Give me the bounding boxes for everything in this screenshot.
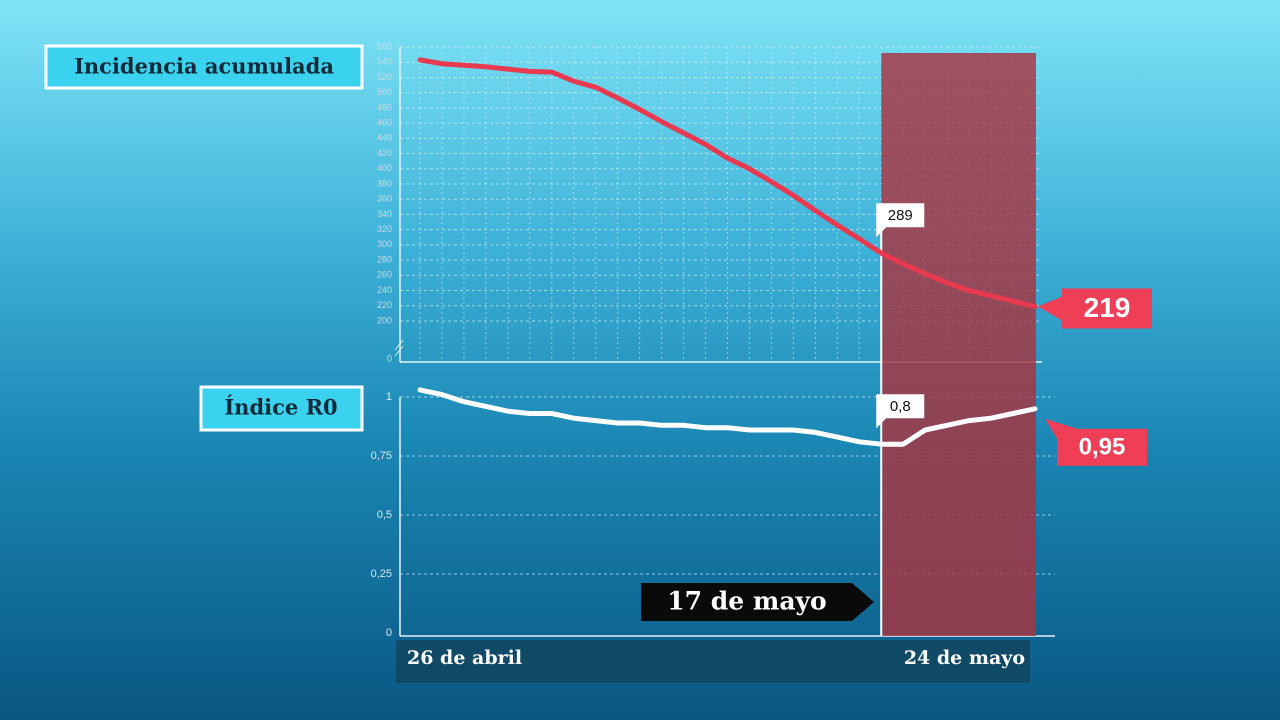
y-tick-label: 520 — [377, 72, 392, 82]
point-label-box — [876, 203, 925, 238]
point-label: 289 — [888, 207, 913, 224]
chart-title: Índice R0 — [224, 395, 337, 420]
data-line — [417, 57, 1038, 309]
y-tick-label: 240 — [377, 285, 392, 295]
end-label-box — [1057, 428, 1147, 466]
y-tick-label: 1 — [386, 391, 392, 403]
y-tick-label: 540 — [377, 57, 392, 67]
x-tick-label: 26 de abril — [407, 647, 522, 669]
title-box — [199, 385, 364, 432]
point-label-box — [876, 394, 925, 429]
annotation: 17 de mayo — [667, 587, 826, 616]
y-tick-label: 340 — [377, 209, 392, 219]
y-tick-label: 0,25 — [371, 568, 392, 580]
y-tick-label: 260 — [377, 270, 392, 280]
y-tick-label: 280 — [377, 254, 392, 264]
y-tick-label: 560 — [377, 41, 392, 51]
end-label-box — [1038, 296, 1062, 321]
y-tick-label: 420 — [377, 148, 392, 158]
chart-title: Incidencia acumulada — [74, 54, 334, 79]
y-tick-label: 0 — [387, 353, 392, 363]
title-box — [44, 44, 364, 90]
end-label: 219 — [1084, 292, 1131, 323]
y-tick-label: 220 — [377, 300, 392, 310]
y-tick-label: 440 — [377, 133, 392, 143]
y-tick-label: 0,75 — [371, 450, 392, 462]
y-tick-label: 460 — [377, 117, 392, 127]
y-tick-label: 400 — [377, 163, 392, 173]
y-tick-label: 480 — [377, 102, 392, 112]
y-tick-label: 320 — [377, 224, 392, 234]
highlight-region — [881, 53, 1036, 636]
y-tick-label: 380 — [377, 178, 392, 188]
y-tick-label: 200 — [377, 315, 392, 325]
y-tick-label: 0,5 — [377, 509, 392, 521]
y-tick-label: 0 — [386, 627, 392, 639]
end-label-box — [1062, 288, 1152, 329]
y-tick-label: 360 — [377, 194, 392, 204]
point-label: 0,8 — [890, 398, 911, 415]
annotation-box — [641, 583, 874, 621]
y-tick-label: 300 — [377, 239, 392, 249]
axis-break — [394, 339, 404, 357]
x-tick-label: 24 de mayo — [904, 647, 1025, 669]
date-bar — [396, 640, 1030, 683]
y-tick-label: 500 — [377, 87, 392, 97]
data-line — [417, 387, 1038, 447]
end-label: 0,95 — [1079, 434, 1126, 461]
